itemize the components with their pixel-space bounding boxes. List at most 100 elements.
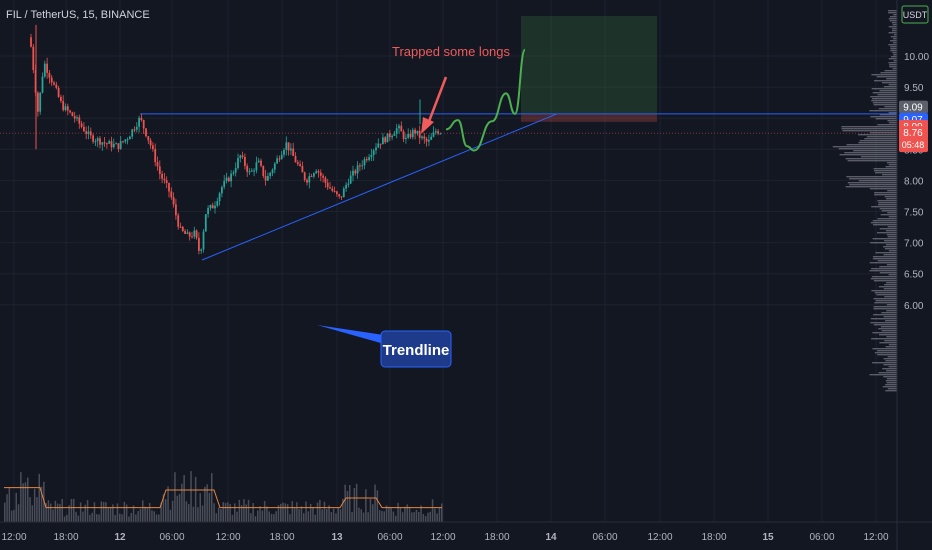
- volume-profile-bar: [888, 44, 897, 46]
- volume-profile-bar: [885, 390, 897, 392]
- annotations: Trapped some longs Trendline: [317, 44, 511, 368]
- volume-bar: [165, 499, 167, 522]
- volume-profile-bar: [873, 170, 897, 172]
- volume-profile-bar: [884, 296, 897, 298]
- volume-profile-bar: [886, 198, 897, 200]
- y-tick-label: 7.50: [904, 208, 924, 219]
- volume-bar: [125, 504, 128, 522]
- x-tick-label: 12: [114, 532, 126, 543]
- volume-bar: [112, 504, 114, 522]
- volume-profile-bar: [870, 222, 897, 224]
- candle-body: [204, 214, 207, 232]
- volume-bar: [401, 512, 404, 522]
- volume-profile-bar: [883, 358, 897, 360]
- chart-grid: [0, 0, 897, 522]
- volume-profile-bar: [888, 18, 897, 20]
- volume-profile-bar: [841, 128, 897, 130]
- volume-profile-bar: [874, 302, 897, 304]
- volume-bar: [266, 506, 268, 522]
- volume-profile-bar: [886, 304, 897, 306]
- candle-body: [209, 205, 212, 209]
- volume-profile-bar: [877, 218, 897, 220]
- volume-profile-bar: [886, 264, 897, 266]
- candle-body: [333, 190, 336, 192]
- candle-body: [179, 226, 182, 228]
- volume-bar: [429, 511, 431, 522]
- candle-body: [271, 169, 274, 173]
- volume-bar: [174, 472, 176, 522]
- x-tick-label: 12:00: [863, 532, 888, 543]
- candle-body: [439, 133, 442, 135]
- volume-profile-bar: [878, 202, 897, 204]
- candle-body: [46, 63, 48, 73]
- candle-body: [216, 201, 219, 206]
- volume-bar: [15, 492, 17, 522]
- volume-profile-bar: [846, 176, 897, 178]
- forecast-line: [445, 48, 526, 152]
- volume-profile-bar: [869, 132, 897, 134]
- volume-profile-bar: [891, 28, 897, 30]
- volume-bar: [206, 484, 208, 522]
- volume-profile-bar: [881, 210, 897, 212]
- volume-bars: [4, 471, 443, 522]
- candle-body: [319, 172, 322, 176]
- volume-bar: [360, 509, 362, 522]
- candle-body: [163, 178, 166, 181]
- candle-body: [207, 208, 209, 215]
- volume-profile-bar: [888, 32, 897, 34]
- volume-profile-bar: [893, 38, 897, 40]
- candle-body: [200, 249, 203, 251]
- volume-profile-bar: [888, 366, 897, 368]
- candle-body: [345, 184, 347, 189]
- candle-body: [347, 183, 350, 185]
- candle-body: [83, 126, 85, 132]
- candle-body: [193, 230, 196, 237]
- y-tick-label: 9.50: [904, 83, 924, 94]
- chart-lines: [0, 113, 897, 261]
- volume-profile-bar: [870, 318, 897, 320]
- volume-bar: [33, 488, 36, 522]
- volume-bar: [217, 507, 220, 522]
- volume-bar: [91, 512, 93, 522]
- volume-bar: [153, 511, 155, 522]
- price-tag-high-bg: [899, 100, 928, 114]
- candle-body: [154, 149, 157, 163]
- volume-bar: [66, 514, 68, 522]
- volume-bar: [167, 486, 169, 522]
- volume-bar: [22, 483, 24, 522]
- candle-body: [315, 171, 318, 174]
- volume-bar: [436, 513, 438, 522]
- volume-profile-bar: [889, 64, 897, 66]
- candle-body: [354, 170, 357, 174]
- candle-body: [342, 188, 345, 198]
- candle-body: [370, 154, 373, 158]
- volume-bar: [314, 514, 316, 522]
- candle-body: [69, 110, 71, 113]
- volume-bar: [305, 501, 307, 522]
- x-tick-label: 18:00: [53, 532, 78, 543]
- candle-body: [338, 194, 341, 197]
- volume-bar: [372, 504, 374, 522]
- volume-bar: [211, 473, 213, 522]
- volume-profile-bar: [871, 98, 897, 100]
- x-tick-label: 12:00: [430, 532, 455, 543]
- volume-bar: [319, 499, 321, 522]
- candle-body: [186, 232, 189, 234]
- candle-body: [352, 170, 354, 176]
- volume-profile-bar: [886, 336, 897, 338]
- volume-profile-bar: [886, 162, 897, 164]
- candle-body: [244, 156, 246, 166]
- candle-body: [363, 159, 366, 166]
- volume-bar: [194, 476, 197, 522]
- candle-body: [356, 165, 359, 174]
- volume-bar: [158, 514, 160, 522]
- volume-bar: [146, 507, 149, 522]
- volume-bar: [59, 503, 61, 522]
- volume-profile-bar: [872, 348, 897, 350]
- candle-body: [388, 133, 391, 138]
- candle-body: [340, 196, 343, 198]
- candle-body: [225, 177, 228, 181]
- candle-body: [368, 157, 370, 161]
- volume-profile-bar: [875, 118, 897, 120]
